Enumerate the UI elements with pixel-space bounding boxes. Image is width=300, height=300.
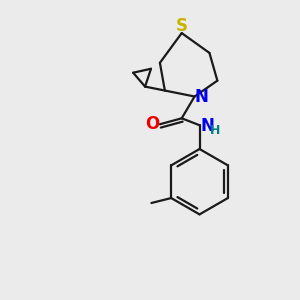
- Text: N: N: [200, 117, 214, 135]
- Text: S: S: [176, 17, 188, 35]
- Text: H: H: [210, 124, 220, 137]
- Text: N: N: [195, 88, 208, 106]
- Text: O: O: [145, 115, 159, 133]
